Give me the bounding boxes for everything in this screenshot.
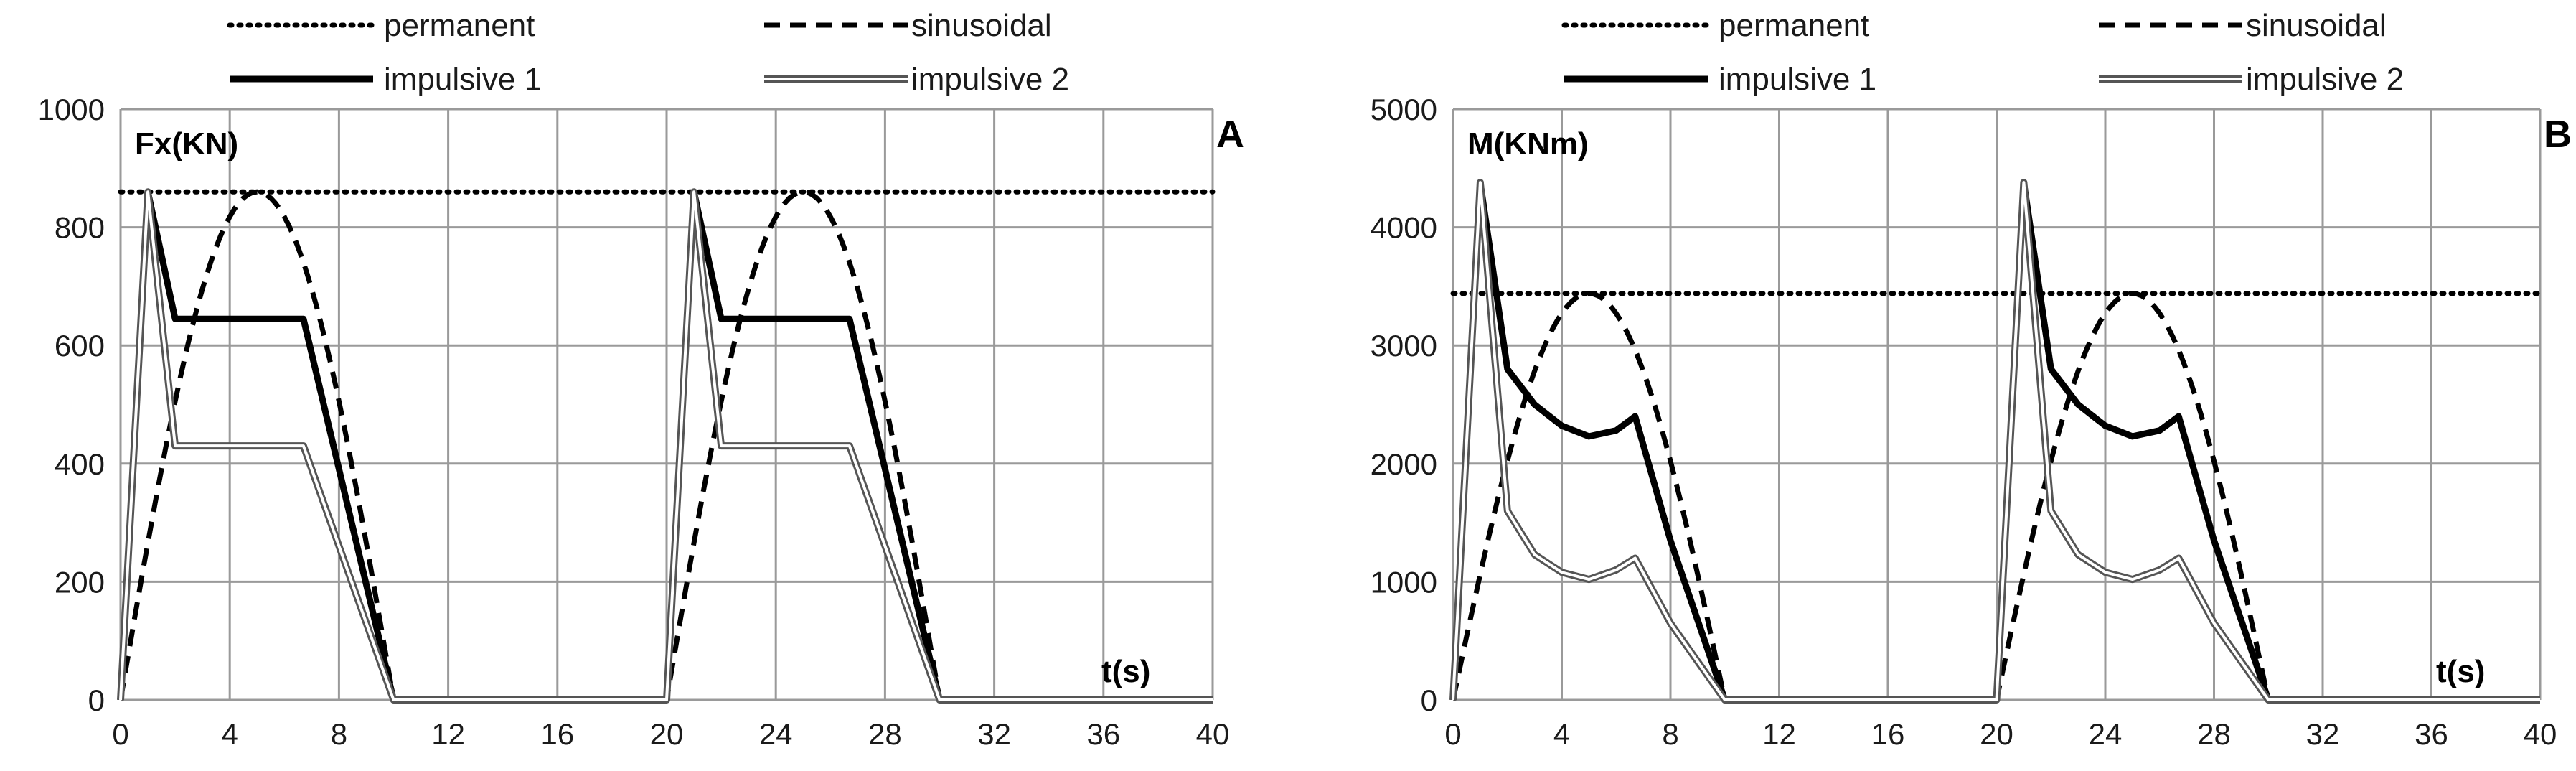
y-tick-label: 200 (55, 565, 105, 599)
x-axis-label-b: t(s) (2436, 654, 2485, 689)
x-tick-label: 28 (2197, 717, 2231, 751)
y-tick-label: 400 (55, 447, 105, 481)
x-tick-labels-b: 0 4 8 12 16 20 24 28 32 36 40 (1444, 717, 2557, 751)
x-tick-label: 0 (112, 717, 128, 751)
legend-a-impulsive1-label: impulsive 1 (384, 62, 542, 97)
y-tick-label: 5000 (1371, 93, 1437, 126)
x-tick-label: 40 (2524, 717, 2557, 751)
x-tick-label: 16 (1871, 717, 1905, 751)
legend-b-impulsive2-label: impulsive 2 (2246, 62, 2404, 97)
x-tick-label: 40 (1196, 717, 1230, 751)
y-tick-labels-b: 0 1000 2000 3000 4000 5000 (1371, 93, 1437, 717)
y-axis-label-a: Fx(KN) (135, 126, 238, 162)
series-line-impulsive2 (1452, 181, 2540, 701)
y-tick-label: 0 (1421, 683, 1437, 717)
legend-b-sinusoidal-label: sinusoidal (2246, 8, 2387, 43)
panel-b: 0 1000 2000 3000 4000 5000 0 4 8 12 16 20 24 28 32 36 4… (1371, 93, 2572, 751)
grid-b (1452, 108, 2542, 701)
legend-a-permanent-label: permanent (384, 8, 535, 43)
x-tick-label: 36 (1086, 717, 1120, 751)
x-tick-labels-a: 0 4 8 12 16 20 24 28 32 36 40 (112, 717, 1229, 751)
series-a (117, 188, 1216, 704)
x-tick-label: 12 (1762, 717, 1796, 751)
x-tick-label: 0 (1444, 717, 1461, 751)
x-tick-label: 28 (868, 717, 902, 751)
x-tick-label: 24 (2089, 717, 2123, 751)
panel-label-b: B (2544, 113, 2572, 156)
series-b (1449, 179, 2543, 704)
x-tick-label: 32 (977, 717, 1011, 751)
x-tick-label: 12 (431, 717, 465, 751)
y-tick-label: 0 (88, 683, 105, 717)
x-tick-label: 20 (1980, 717, 2013, 751)
y-tick-label: 600 (55, 329, 105, 363)
x-tick-label: 24 (759, 717, 793, 751)
grid-a (119, 108, 1214, 701)
legend-b-permanent-label: permanent (1719, 8, 1869, 43)
y-tick-labels-a: 0 200 400 600 800 1000 (38, 93, 105, 717)
x-tick-label: 32 (2306, 717, 2340, 751)
y-tick-label: 3000 (1371, 329, 1437, 363)
x-tick-label: 20 (650, 717, 684, 751)
y-axis-label-b: M(KNm) (1467, 126, 1589, 162)
x-tick-label: 4 (222, 717, 238, 751)
x-tick-label: 8 (331, 717, 347, 751)
x-tick-label: 36 (2415, 717, 2448, 751)
legend-b-impulsive1-label: impulsive 1 (1719, 62, 1876, 97)
panel-a: 0 200 400 600 800 1000 0 4 8 12 16 20 24 28 32 36 40 Fx… (38, 93, 1244, 751)
legend-a-sinusoidal-label: sinusoidal (911, 8, 1052, 43)
y-tick-label: 1000 (38, 93, 105, 126)
x-axis-label-a: t(s) (1101, 654, 1150, 689)
x-tick-label: 4 (1553, 717, 1570, 751)
legend-a: permanent sinusoidal impulsive 1 impulsi… (227, 8, 1069, 97)
legend-a-impulsive2-label: impulsive 2 (911, 62, 1069, 97)
series-line-impulsive2 (119, 190, 1213, 701)
panel-label-a: A (1216, 113, 1244, 156)
y-tick-label: 2000 (1371, 447, 1437, 481)
x-tick-label: 16 (540, 717, 574, 751)
legend-b: permanent sinusoidal impulsive 1 impulsi… (1561, 8, 2404, 97)
y-tick-label: 4000 (1371, 211, 1437, 245)
x-tick-label: 8 (1662, 717, 1678, 751)
y-tick-label: 800 (55, 211, 105, 245)
y-tick-label: 1000 (1371, 565, 1437, 599)
